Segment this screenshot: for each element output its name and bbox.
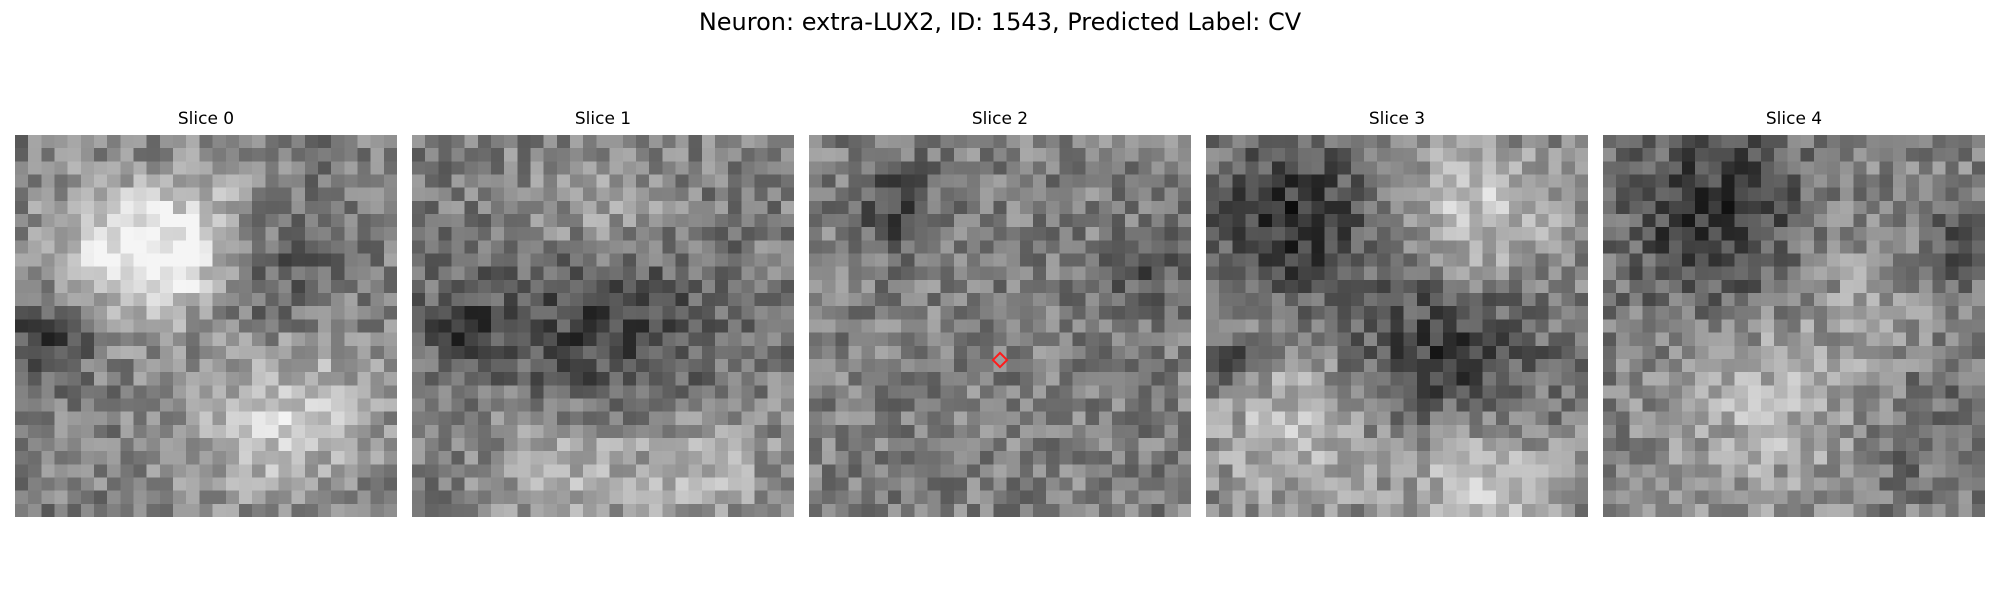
slice-texture [1603,135,1985,517]
slice-panel-4: Slice 4 [1603,108,1985,518]
slice-texture [412,135,794,517]
figure-title: Neuron: extra-LUX2, ID: 1543, Predicted … [698,8,1302,36]
slice-title: Slice 1 [574,109,632,129]
slice-title: Slice 0 [177,109,235,129]
slice-panel-3: Slice 3 [1206,108,1588,518]
slice-image [1206,135,1588,517]
slice-image [412,135,794,517]
slice-texture [1206,135,1588,517]
slice-title: Slice 4 [1765,109,1823,129]
slice-image [15,135,397,517]
slice-panel-2: Slice 2 [809,108,1191,518]
slice-panel-0: Slice 0 [15,108,397,518]
slice-image [809,135,1191,517]
slice-panel-1: Slice 1 [412,108,794,518]
slice-texture [15,135,397,517]
slice-image [1603,135,1985,517]
slice-title: Slice 2 [971,109,1029,129]
slice-title: Slice 3 [1368,109,1426,129]
slice-texture [809,135,1191,517]
